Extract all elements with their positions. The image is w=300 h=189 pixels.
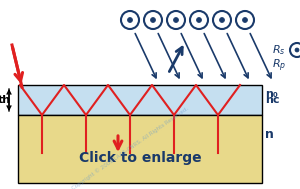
Circle shape [167, 11, 185, 29]
Circle shape [295, 48, 299, 52]
Circle shape [196, 18, 202, 22]
Bar [18, 85, 262, 115]
Text: Copyright © 2009 LAAS-CNRS. All Rights Reserved.: Copyright © 2009 LAAS-CNRS. All Rights R… [70, 105, 189, 189]
Circle shape [128, 18, 133, 22]
Bar [18, 115, 262, 183]
Circle shape [144, 11, 162, 29]
Circle shape [190, 11, 208, 29]
Text: n: n [265, 129, 274, 142]
Text: $R_s$: $R_s$ [272, 43, 286, 57]
Circle shape [290, 43, 300, 57]
Circle shape [242, 18, 247, 22]
Circle shape [213, 11, 231, 29]
Circle shape [121, 11, 139, 29]
Text: nᴄ: nᴄ [265, 95, 280, 105]
Circle shape [220, 18, 224, 22]
Circle shape [236, 11, 254, 29]
Text: $R_p$: $R_p$ [272, 58, 286, 74]
Text: th: th [0, 95, 11, 105]
Circle shape [151, 18, 155, 22]
Text: Click to enlarge: Click to enlarge [79, 151, 201, 165]
Circle shape [173, 18, 178, 22]
Text: n₀: n₀ [265, 89, 278, 99]
